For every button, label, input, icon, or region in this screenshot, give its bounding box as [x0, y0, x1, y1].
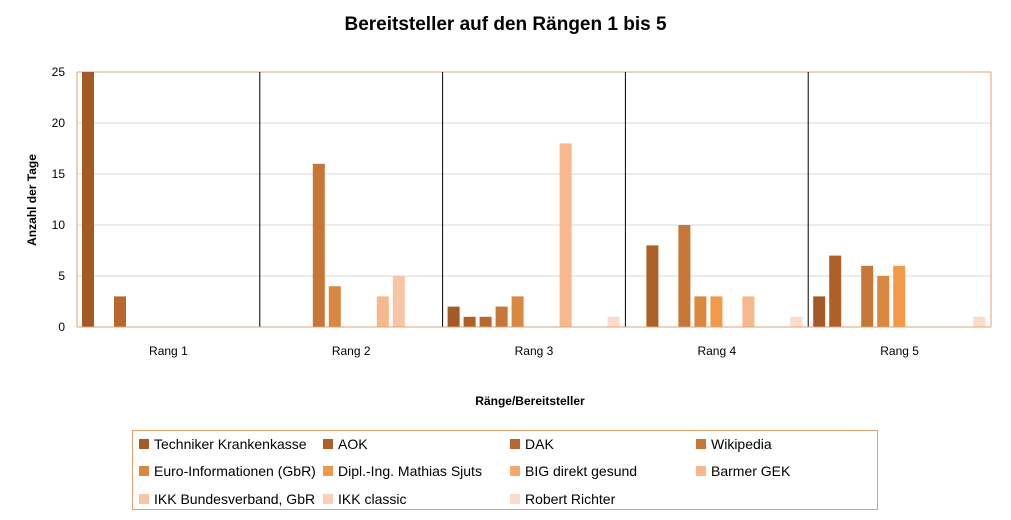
- legend-swatch: [510, 466, 520, 476]
- legend-label: DAK: [525, 436, 554, 452]
- legend-item: AOK: [323, 436, 368, 452]
- legend-item: Dipl.-Ing. Mathias Sjuts: [323, 463, 482, 479]
- bar: [479, 316, 492, 327]
- x-category-label: Rang 4: [697, 344, 736, 358]
- bar: [376, 296, 389, 327]
- legend-swatch: [323, 494, 333, 504]
- bar: [607, 316, 620, 327]
- bar: [511, 296, 524, 327]
- legend-item: Barmer GEK: [696, 463, 790, 479]
- bar: [694, 296, 707, 327]
- legend-item: Robert Richter: [510, 491, 615, 507]
- legend-label: Wikipedia: [711, 436, 772, 452]
- bar: [829, 255, 842, 327]
- legend-swatch: [139, 439, 149, 449]
- legend-label: Barmer GEK: [711, 463, 791, 479]
- legend-swatch: [323, 466, 333, 476]
- bar: [742, 296, 755, 327]
- legend-item: Euro-Informationen (GbR): [139, 463, 316, 479]
- y-tick-label: 20: [52, 116, 66, 130]
- legend-swatch: [696, 466, 706, 476]
- bar: [447, 306, 460, 327]
- legend-swatch: [696, 439, 706, 449]
- x-category-label: Rang 1: [149, 344, 188, 358]
- legend-swatch: [139, 466, 149, 476]
- y-tick-label: 0: [58, 320, 65, 334]
- x-category-label: Rang 5: [880, 344, 919, 358]
- x-category-label: Rang 2: [332, 344, 371, 358]
- bar-chart: 0 5 10 15 20 25 Rang 1 Rang 2 Rang 3 Rang 4 Rang 5…: [25, 65, 992, 408]
- bar: [861, 265, 874, 327]
- legend-swatch: [510, 439, 520, 449]
- legend-label: Euro-Informationen (GbR): [154, 463, 316, 479]
- bar: [463, 316, 476, 327]
- legend-item: DAK: [510, 436, 554, 452]
- bar: [973, 316, 986, 327]
- bar: [790, 316, 803, 327]
- bar: [82, 72, 94, 327]
- legend-label: BIG direkt gesund: [525, 463, 638, 479]
- bar: [495, 306, 508, 327]
- y-tick-label: 10: [52, 218, 66, 232]
- bar: [328, 286, 341, 327]
- bar: [114, 296, 126, 327]
- legend-label: Dipl.-Ing. Mathias Sjuts: [338, 463, 482, 479]
- bar: [559, 143, 572, 327]
- legend-swatch: [139, 494, 149, 504]
- legend-label: IKK Bundesverband, GbR: [154, 491, 316, 507]
- y-axis-title: Anzahl der Tage: [25, 154, 39, 246]
- y-tick-label: 25: [52, 65, 66, 79]
- x-axis-title: Ränge/Bereitsteller: [475, 394, 585, 408]
- legend-label: Robert Richter: [525, 491, 616, 507]
- legend-label: IKK classic: [338, 491, 407, 507]
- legend-label: Techniker Krankenkasse: [154, 436, 307, 452]
- bar: [877, 276, 890, 327]
- bar: [392, 276, 405, 327]
- legend: Techniker Krankenkasse AOK DAK Wikipedia Eur…: [132, 430, 878, 510]
- legend-item: IKK Bundesverband, GbR: [139, 491, 315, 507]
- chart-title: Bereitsteller auf den Rängen 1 bis 5: [344, 14, 667, 35]
- legend-item: IKK classic: [323, 491, 406, 507]
- bar: [646, 245, 659, 327]
- legend-swatch: [323, 439, 333, 449]
- bar: [813, 296, 826, 327]
- bar: [678, 225, 691, 327]
- legend-item: BIG direkt gesund: [510, 463, 637, 479]
- y-tick-label: 5: [58, 269, 65, 283]
- legend-item: Techniker Krankenkasse: [139, 436, 307, 452]
- legend-label: AOK: [338, 436, 368, 452]
- bar: [710, 296, 723, 327]
- legend-item: Wikipedia: [696, 436, 772, 452]
- y-tick-label: 15: [52, 167, 66, 181]
- bar: [312, 163, 325, 327]
- bar: [893, 265, 906, 327]
- x-category-label: Rang 3: [515, 344, 554, 358]
- legend-swatch: [510, 494, 520, 504]
